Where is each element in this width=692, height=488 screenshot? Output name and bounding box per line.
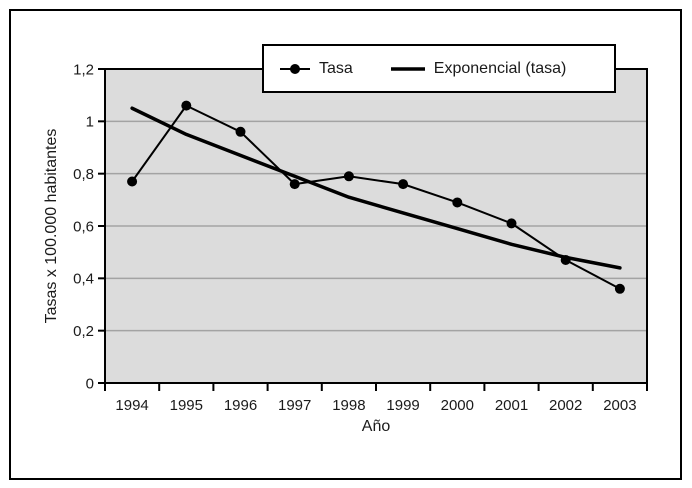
x-tick-label: 1999 bbox=[386, 397, 419, 414]
legend: Tasa Exponencial (tasa) bbox=[262, 44, 616, 93]
tasa-line bbox=[131, 104, 621, 290]
x-tick-label: 2001 bbox=[495, 397, 528, 414]
x-tick-label: 2000 bbox=[441, 397, 474, 414]
legend-label-tasa: Tasa bbox=[319, 59, 353, 77]
tasa-point bbox=[235, 126, 246, 137]
y-tick-label: 0,2 bbox=[73, 323, 94, 340]
x-tick-label: 1996 bbox=[224, 397, 257, 414]
x-tick-label: 2003 bbox=[603, 397, 636, 414]
tasa-point bbox=[181, 100, 192, 111]
x-axis-title: Año bbox=[361, 418, 391, 435]
y-tick-label: 0,4 bbox=[73, 271, 94, 288]
tasa-point bbox=[127, 176, 138, 187]
y-tick-label: 1,2 bbox=[73, 61, 94, 78]
tasa-point bbox=[560, 255, 571, 266]
tasa-point bbox=[614, 283, 625, 294]
y-axis-title: Tasas x 100.000 habitantes bbox=[43, 128, 60, 324]
tasa-point bbox=[506, 218, 517, 229]
x-tick-label: 1994 bbox=[115, 397, 148, 414]
x-tick-label: 2002 bbox=[549, 397, 582, 414]
trendline-icon bbox=[390, 66, 425, 71]
y-tick-label: 0,8 bbox=[73, 166, 94, 183]
x-tick-label: 1998 bbox=[332, 397, 365, 414]
x-tick-label: 1995 bbox=[170, 397, 203, 414]
x-tick-label: 1997 bbox=[278, 397, 311, 414]
y-tick-label: 0 bbox=[86, 375, 94, 392]
tasa-line-marker-icon bbox=[280, 63, 310, 74]
trendline-exponencial bbox=[130, 106, 622, 270]
legend-item-tasa: Tasa bbox=[280, 60, 353, 78]
y-tick-label: 0,6 bbox=[73, 218, 94, 235]
tasa-point bbox=[452, 197, 463, 208]
tasa-point bbox=[289, 179, 300, 190]
legend-item-exponencial: Exponencial (tasa) bbox=[390, 59, 567, 78]
y-tick-label: 1 bbox=[86, 114, 94, 131]
legend-label-exponencial: Exponencial (tasa) bbox=[433, 59, 567, 77]
tasa-point bbox=[398, 179, 409, 190]
tasa-point bbox=[343, 171, 354, 182]
